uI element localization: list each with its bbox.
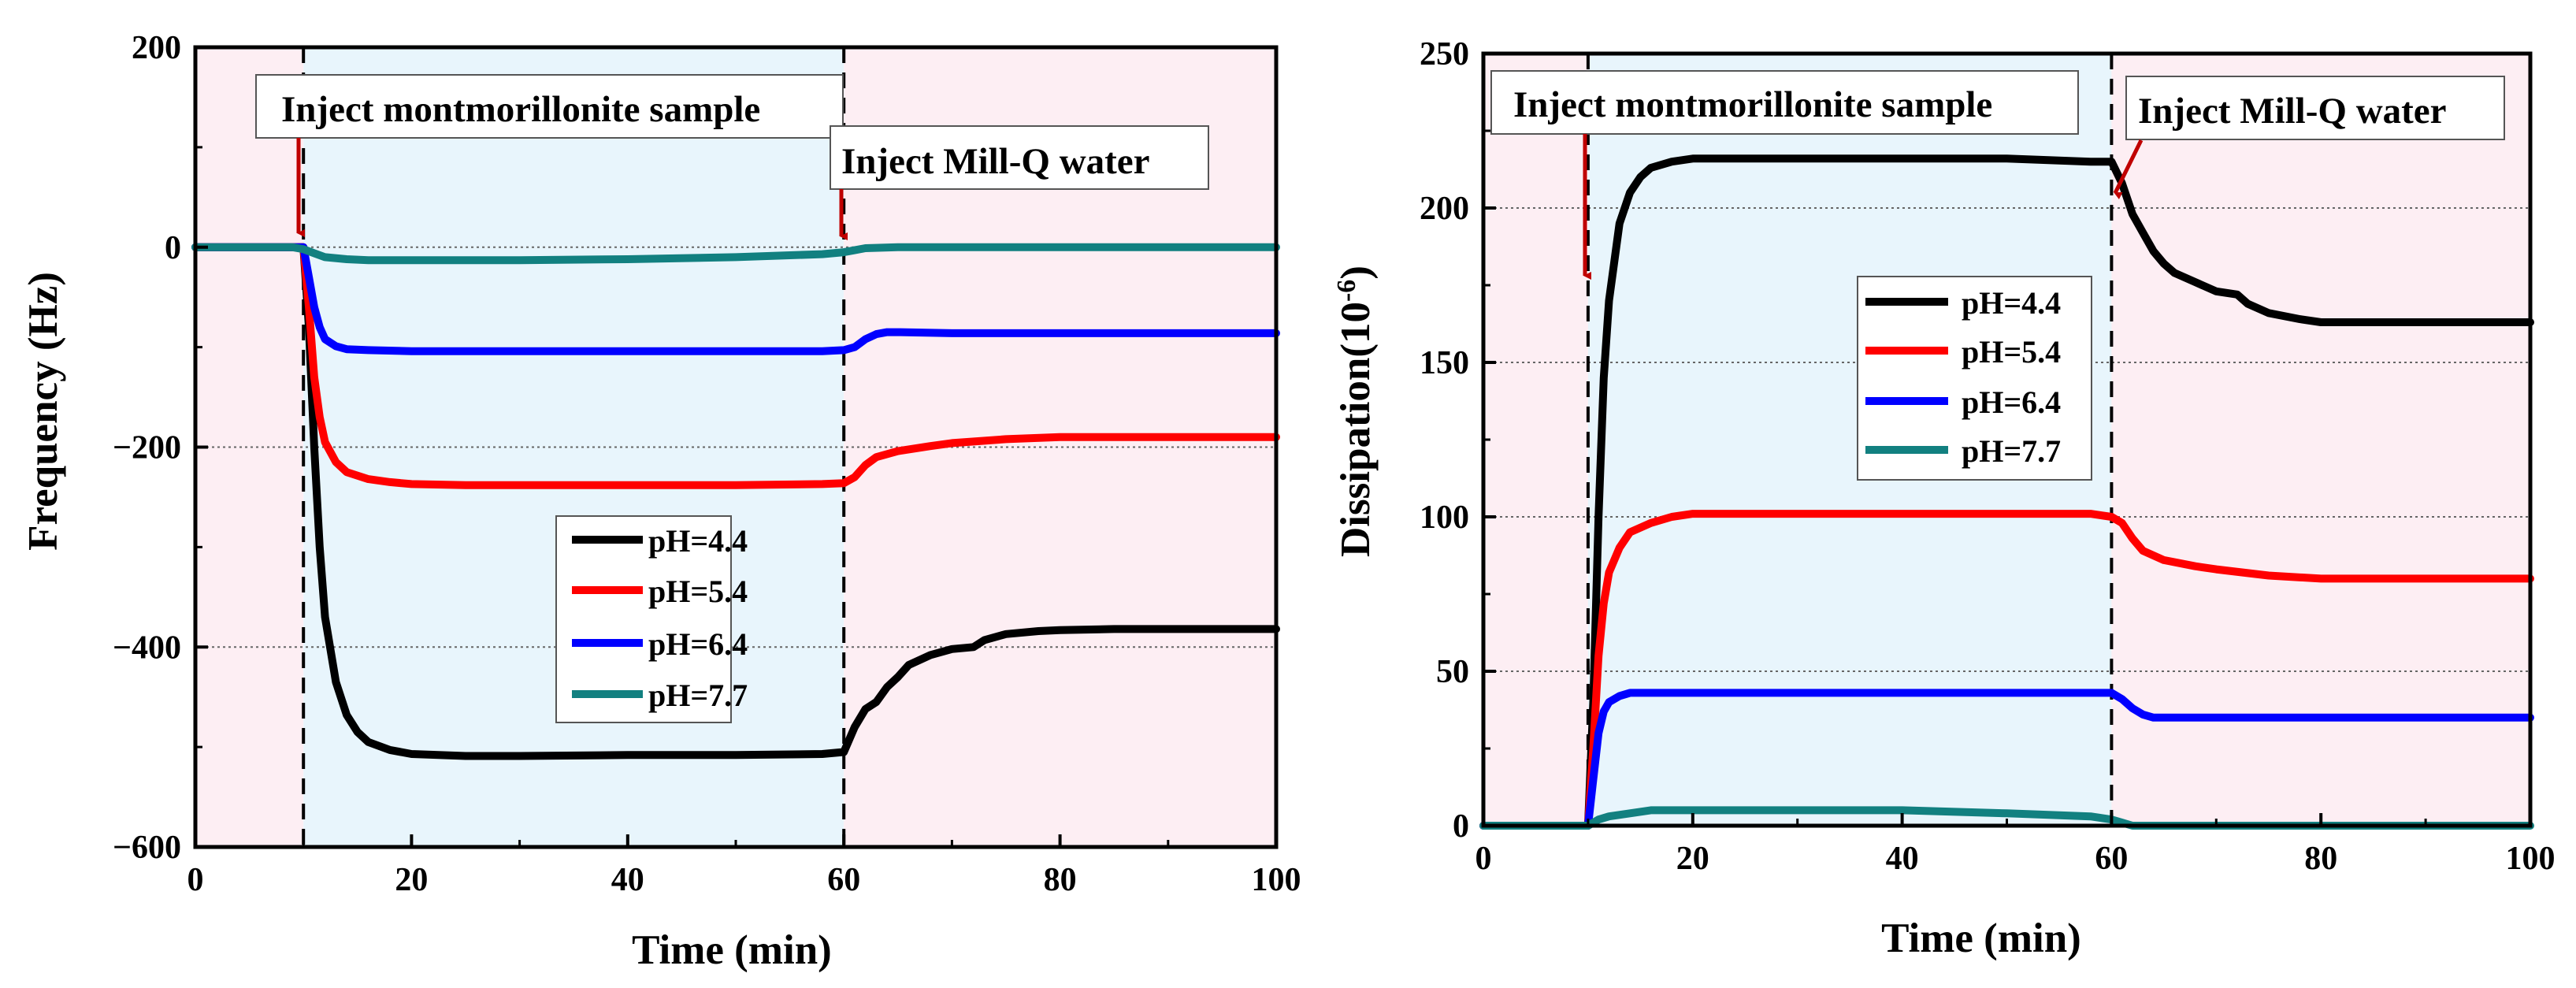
- legend-dissipation: pH=4.4 pH=5.4 pH=6.4 pH=7.7: [1857, 276, 2092, 481]
- y-axis-title-superscript: -6: [1332, 280, 1361, 302]
- shaded-region-1: [1483, 54, 1588, 826]
- series-line-ph-5-4: [191, 243, 1280, 489]
- x-tick-label-80: 80: [2304, 841, 2337, 877]
- series-line-ph-5-4: [1479, 510, 2534, 830]
- annotation-box: [1490, 70, 2079, 135]
- annotation-inject-sample: Inject montmorillonite sample: [255, 74, 844, 237]
- x-tick-label-20: 20: [1676, 841, 1709, 877]
- x-tick-label-60: 60: [827, 862, 860, 898]
- annotation-box: [255, 74, 844, 139]
- legend-label-ph-6-4: pH=6.4: [1962, 384, 2061, 420]
- series-line-ph-6-4: [1479, 689, 2534, 830]
- x-tick-label-40: 40: [611, 862, 644, 898]
- legend-box: [555, 515, 732, 723]
- y-tick-label-400: −400: [113, 630, 181, 666]
- y-tick-label-250: 250: [1420, 36, 1469, 72]
- annotation-inject-water-text: Inject Mill-Q water: [841, 141, 1150, 182]
- legend-frequency: pH=4.4 pH=5.4 pH=6.4 pH=7.7: [555, 515, 748, 723]
- y-tick-label-0: 0: [165, 230, 181, 266]
- legend-label-ph-5-4: pH=5.4: [1962, 334, 2061, 370]
- dissipation-panel: 0 20 40 60 80 100 0 50 100 150 200 250 Inject montm…: [1332, 36, 2556, 961]
- x-axis-title-frequency: Time (min): [632, 927, 832, 973]
- y-axis-title-frequency: Frequency (Hz): [20, 272, 66, 551]
- series-line-ph-6-4: [191, 243, 1280, 355]
- arrow-inject-water: [2113, 139, 2144, 200]
- y-axis-title-close: ): [1333, 266, 1379, 280]
- x-tick-label-40: 40: [1886, 841, 1919, 877]
- legend-label-ph-6-4: pH=6.4: [648, 626, 748, 662]
- frequency-panel: 0 20 40 60 80 100 −600 −400 −200 0 200 Inject mont…: [20, 30, 1301, 973]
- annotation-inject-water: Inject Mill-Q water: [830, 125, 1209, 240]
- x-tick-label-80: 80: [1044, 862, 1077, 898]
- legend-label-ph-4-4: pH=4.4: [1962, 285, 2061, 321]
- y-tick-label-600: −600: [113, 830, 181, 866]
- y-tick-label-150: 150: [1420, 345, 1469, 381]
- y-tick-label-200: 200: [1420, 191, 1469, 227]
- x-tick-label-20: 20: [395, 862, 428, 898]
- series-line-ph-4-4: [191, 243, 1280, 760]
- y-axis-title-dissipation: Dissipation(10-6): [1332, 266, 1379, 557]
- y-tick-label-0: 0: [1453, 808, 1469, 845]
- legend-label-ph-4-4: pH=4.4: [648, 523, 748, 559]
- x-tick-label-100: 100: [1252, 862, 1301, 898]
- legend-label-ph-7-7: pH=7.7: [1962, 433, 2061, 469]
- y-tick-label-50: 50: [1436, 654, 1469, 690]
- annotation-inject-sample-text: Inject montmorillonite sample: [1513, 84, 1992, 125]
- annotation-inject-water: Inject Mill-Q water: [2113, 76, 2505, 200]
- x-tick-label-0: 0: [1475, 841, 1492, 877]
- y-tick-label-200: −200: [113, 430, 181, 466]
- legend-label-ph-5-4: pH=5.4: [648, 574, 748, 609]
- shaded-region-1: [195, 47, 304, 847]
- annotation-inject-sample-text: Inject montmorillonite sample: [281, 89, 760, 130]
- x-axis-title-dissipation: Time (min): [1881, 916, 2081, 961]
- shaded-region-3: [2111, 54, 2530, 826]
- annotation-inject-sample: Inject montmorillonite sample: [1490, 70, 2079, 280]
- series-line-ph-4-4: [1479, 154, 2534, 830]
- legend-label-ph-7-7: pH=7.7: [648, 678, 748, 713]
- annotation-box: [830, 125, 1209, 190]
- y-tick-label-100: 100: [1420, 500, 1469, 536]
- x-tick-label-0: 0: [187, 862, 204, 898]
- series-line-ph-7-7: [191, 243, 1280, 265]
- annotation-inject-water-text: Inject Mill-Q water: [2138, 91, 2447, 132]
- annotation-box: [2125, 76, 2505, 140]
- x-tick-label-100: 100: [2506, 841, 2556, 877]
- y-axis-title-text: Dissipation(10: [1333, 302, 1379, 557]
- x-tick-label-60: 60: [2095, 841, 2128, 877]
- y-tick-label-200: 200: [132, 30, 181, 66]
